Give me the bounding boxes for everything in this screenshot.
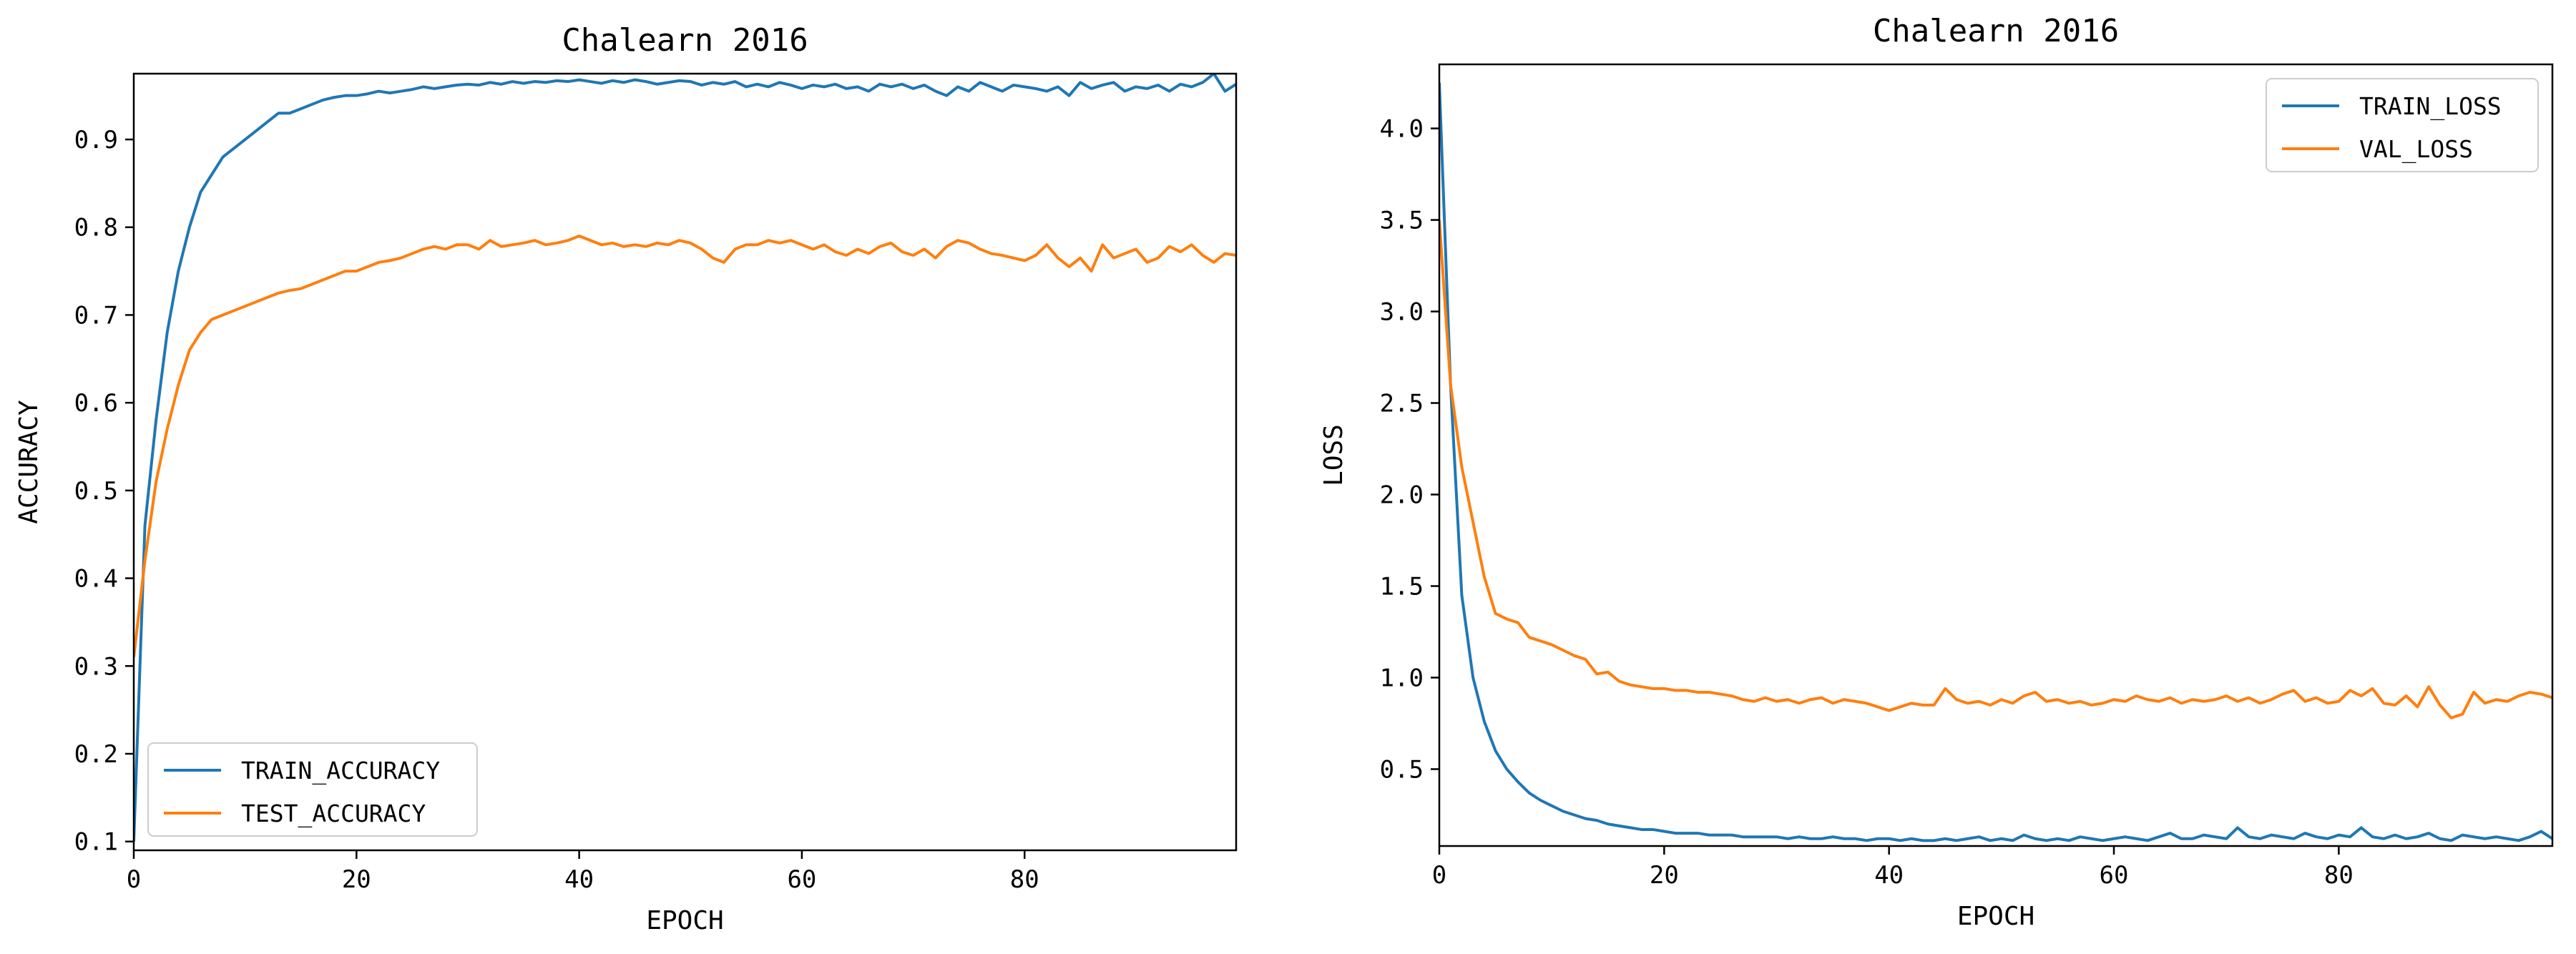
legend-box: [147, 742, 478, 837]
legend: TRAIN_LOSS VAL_LOSS: [2266, 78, 2539, 172]
x-tick-label: 20: [1650, 861, 1679, 890]
x-tick-label: 0: [1432, 861, 1446, 890]
series-line-val-loss: [1439, 220, 2552, 719]
x-tick-label: 60: [787, 865, 816, 894]
y-tick-label: 0.6: [74, 389, 118, 418]
chart-title: Chalearn 2016: [562, 22, 808, 59]
plot-frame: [1438, 63, 2554, 847]
y-tick-label: 1.5: [1380, 573, 1424, 601]
y-tick-label: 0.5: [1380, 755, 1424, 784]
y-tick-label: 3.5: [1380, 207, 1424, 235]
x-tick-label: 80: [2324, 861, 2354, 890]
legend-label: TEST_ACCURACY: [241, 800, 426, 828]
series-line-test-accuracy: [134, 235, 1236, 658]
x-tick-label: 40: [1874, 861, 1904, 890]
x-tick-label: 60: [2100, 861, 2129, 890]
y-tick-label: 2.5: [1380, 390, 1424, 418]
x-axis-label: EPOCH: [646, 906, 723, 935]
y-axis-label: LOSS: [1319, 424, 1348, 486]
x-tick-label: 20: [342, 865, 371, 894]
y-tick-label: 0.5: [74, 477, 118, 506]
y-tick-label: 2.0: [1380, 481, 1424, 510]
legend-label: TRAIN_LOSS: [2359, 92, 2502, 121]
chart-panel-1: 0 20 40 60 80 0.1 0.2 0.3 0.4 0.5 0.6 0.7 0.8 0.9 Chal…: [14, 22, 1238, 935]
chart-title: Chalearn 2016: [1873, 13, 2119, 49]
chart-panel-2: 0 20 40 60 80 0.5 1.0 1.5 2.0 2.5 3.0 3.5 4.0 Chalear…: [1319, 13, 2554, 931]
y-tick-label: 0.1: [74, 828, 118, 857]
series-line-train-accuracy: [134, 74, 1236, 842]
y-tick-label: 0.9: [74, 126, 118, 154]
legend: TRAIN_ACCURACY TEST_ACCURACY: [147, 742, 478, 837]
y-axis-label: ACCURACY: [14, 400, 44, 524]
y-tick-label: 0.2: [74, 740, 118, 769]
series-line-train-loss: [1439, 82, 2552, 842]
y-tick-label: 4.0: [1380, 115, 1424, 144]
y-tick-label: 3.0: [1380, 298, 1424, 327]
x-tick-label: 0: [127, 865, 141, 894]
plot-frame: [132, 72, 1238, 852]
y-tick-label: 0.8: [74, 214, 118, 242]
y-tick-label: 0.7: [74, 301, 118, 330]
y-tick-label: 0.4: [74, 565, 118, 594]
x-tick-label: 80: [1010, 865, 1039, 894]
y-tick-label: 1.0: [1380, 664, 1424, 693]
x-axis-label: EPOCH: [1957, 902, 2034, 931]
x-tick-label: 40: [564, 865, 594, 894]
legend-label: VAL_LOSS: [2359, 135, 2473, 164]
y-tick-label: 0.3: [74, 652, 118, 681]
legend-label: TRAIN_ACCURACY: [241, 757, 440, 785]
